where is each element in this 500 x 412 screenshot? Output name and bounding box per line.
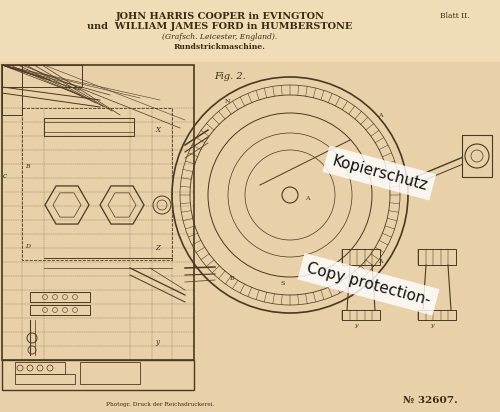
Bar [462, 135, 492, 177]
Bar [80, 362, 140, 384]
Text: und  WILLIAM JAMES FORD in HUMBERSTONE: und WILLIAM JAMES FORD in HUMBERSTONE [88, 22, 352, 31]
Text: S: S [280, 281, 284, 286]
Text: Photogr. Druck der Reichsdruckerei.: Photogr. Druck der Reichsdruckerei. [106, 402, 214, 407]
Text: A: A [378, 113, 382, 118]
Bar [2, 65, 82, 87]
Bar [418, 249, 456, 265]
Text: JOHN HARRIS COOPER in EVINGTON: JOHN HARRIS COOPER in EVINGTON [116, 12, 324, 21]
Text: Z: Z [155, 244, 160, 252]
Bar [15, 374, 75, 384]
Text: D: D [25, 244, 30, 249]
Text: y: y [155, 338, 159, 346]
Text: y: y [430, 323, 434, 328]
Bar [2, 360, 194, 390]
Bar [342, 310, 380, 320]
Text: Kopierschutz: Kopierschutz [330, 153, 429, 193]
Bar [15, 362, 65, 374]
Text: A: A [305, 196, 310, 201]
Text: B: B [25, 164, 29, 169]
Text: Blatt II.: Blatt II. [440, 12, 470, 20]
Bar [22, 108, 172, 260]
Bar [30, 292, 90, 302]
Text: Fig. 2.: Fig. 2. [214, 72, 246, 81]
Bar [418, 310, 456, 320]
Text: (Grafsch. Leicester, England).: (Grafsch. Leicester, England). [162, 33, 278, 41]
Text: B: B [230, 276, 234, 281]
Bar [0, 62, 500, 392]
Bar [0, 0, 500, 62]
Bar [342, 249, 380, 265]
Text: X: X [155, 126, 160, 134]
Text: Copy protection-: Copy protection- [305, 260, 432, 308]
Bar [2, 65, 22, 115]
Bar [44, 122, 134, 132]
Text: N: N [225, 99, 230, 104]
Text: № 32607.: № 32607. [402, 396, 458, 405]
Bar [2, 65, 194, 360]
Bar [30, 305, 90, 315]
Text: c: c [3, 172, 7, 180]
Bar [44, 118, 134, 136]
Text: Rundstrickmaschine.: Rundstrickmaschine. [174, 43, 266, 51]
Text: y: y [354, 323, 358, 328]
Text: A: A [378, 259, 382, 264]
